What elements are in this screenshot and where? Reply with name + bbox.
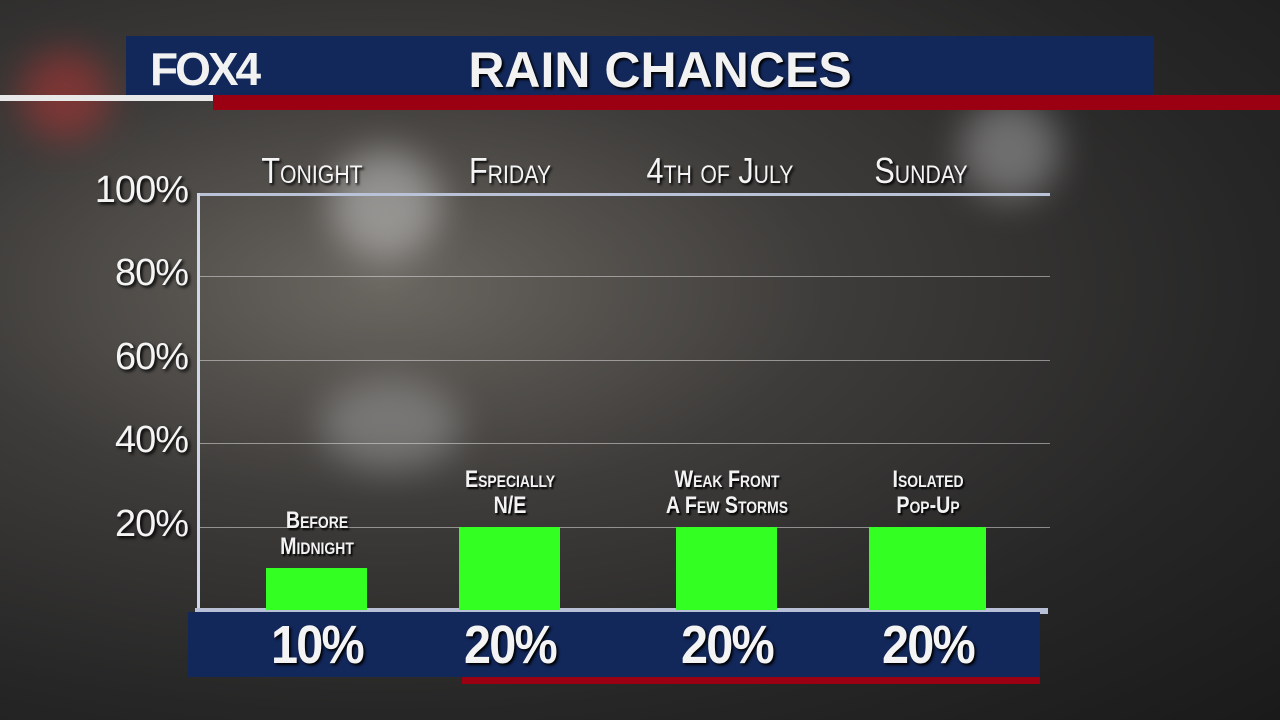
- gridline: [200, 276, 1050, 278]
- bar-friday: [459, 526, 560, 610]
- gridline: [200, 359, 1050, 361]
- gridline: [200, 526, 1050, 528]
- value-label: 10%: [270, 615, 365, 675]
- title-banner: FOX4 RAIN CHANCES: [126, 36, 1154, 98]
- category-label: Friday: [468, 150, 552, 191]
- y-tick-label: 80%: [114, 252, 189, 295]
- bar-annotation: Weak Front A Few Storms: [665, 465, 788, 519]
- bar-annotation: Isolated Pop-Up: [891, 465, 964, 519]
- y-tick-label: 20%: [114, 502, 189, 545]
- banner-white-stripe: [0, 95, 213, 101]
- page-title: RAIN CHANCES: [468, 42, 852, 98]
- bar-4th-of-july: [676, 526, 777, 610]
- gridline: [200, 443, 1050, 445]
- category-label: 4th of July: [646, 150, 794, 191]
- category-label: Tonight: [261, 150, 363, 191]
- value-label: 20%: [881, 615, 976, 675]
- plot-area: [197, 193, 1050, 610]
- background-bokeh: [960, 100, 1060, 200]
- bar-annotation: Before Midnight: [279, 507, 354, 561]
- bar-tonight: [266, 568, 367, 610]
- bar-sunday: [869, 526, 986, 610]
- y-tick-label: 40%: [114, 419, 189, 462]
- banner-red-stripe: [213, 95, 1280, 110]
- x-axis-baseline: [195, 608, 1048, 614]
- value-label: 20%: [680, 615, 775, 675]
- value-band: [188, 612, 1040, 677]
- y-tick-label: 60%: [114, 335, 189, 378]
- bar-annotation: Especially N/E: [464, 465, 555, 519]
- background-bokeh: [320, 380, 460, 470]
- background-bokeh: [330, 150, 440, 260]
- y-tick-label: 100%: [94, 169, 189, 211]
- value-label: 20%: [463, 615, 558, 675]
- fox4-logo: FOX4: [150, 43, 261, 95]
- value-band-red-stripe: [462, 677, 1040, 684]
- gridline: [200, 193, 1050, 196]
- category-label: Sunday: [874, 150, 968, 191]
